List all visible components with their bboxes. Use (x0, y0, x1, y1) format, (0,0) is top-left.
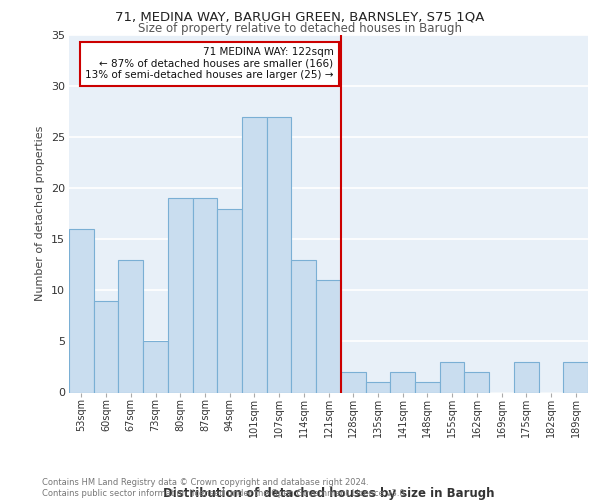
Bar (341, 372, 365, 392)
Text: 71, MEDINA WAY, BARUGH GREEN, BARNSLEY, S75 1QA: 71, MEDINA WAY, BARUGH GREEN, BARNSLEY, … (115, 11, 485, 24)
Bar (143, 342, 168, 392)
Bar (415, 382, 440, 392)
Text: Contains HM Land Registry data © Crown copyright and database right 2024.
Contai: Contains HM Land Registry data © Crown c… (42, 478, 407, 498)
Y-axis label: Number of detached properties: Number of detached properties (35, 126, 45, 302)
Bar (168, 198, 193, 392)
Bar (365, 382, 390, 392)
Bar (316, 280, 341, 392)
Bar (94, 300, 118, 392)
Text: Size of property relative to detached houses in Barugh: Size of property relative to detached ho… (138, 22, 462, 35)
Bar (267, 116, 292, 392)
Bar (193, 198, 217, 392)
Bar (514, 362, 539, 392)
Bar (440, 362, 464, 392)
X-axis label: Distribution of detached houses by size in Barugh: Distribution of detached houses by size … (163, 488, 494, 500)
Bar (464, 372, 489, 392)
Bar (563, 362, 588, 392)
Text: 71 MEDINA WAY: 122sqm
← 87% of detached houses are smaller (166)
13% of semi-det: 71 MEDINA WAY: 122sqm ← 87% of detached … (85, 48, 334, 80)
Bar (390, 372, 415, 392)
Bar (292, 260, 316, 392)
Bar (217, 208, 242, 392)
Bar (69, 229, 94, 392)
Bar (242, 116, 267, 392)
Bar (118, 260, 143, 392)
